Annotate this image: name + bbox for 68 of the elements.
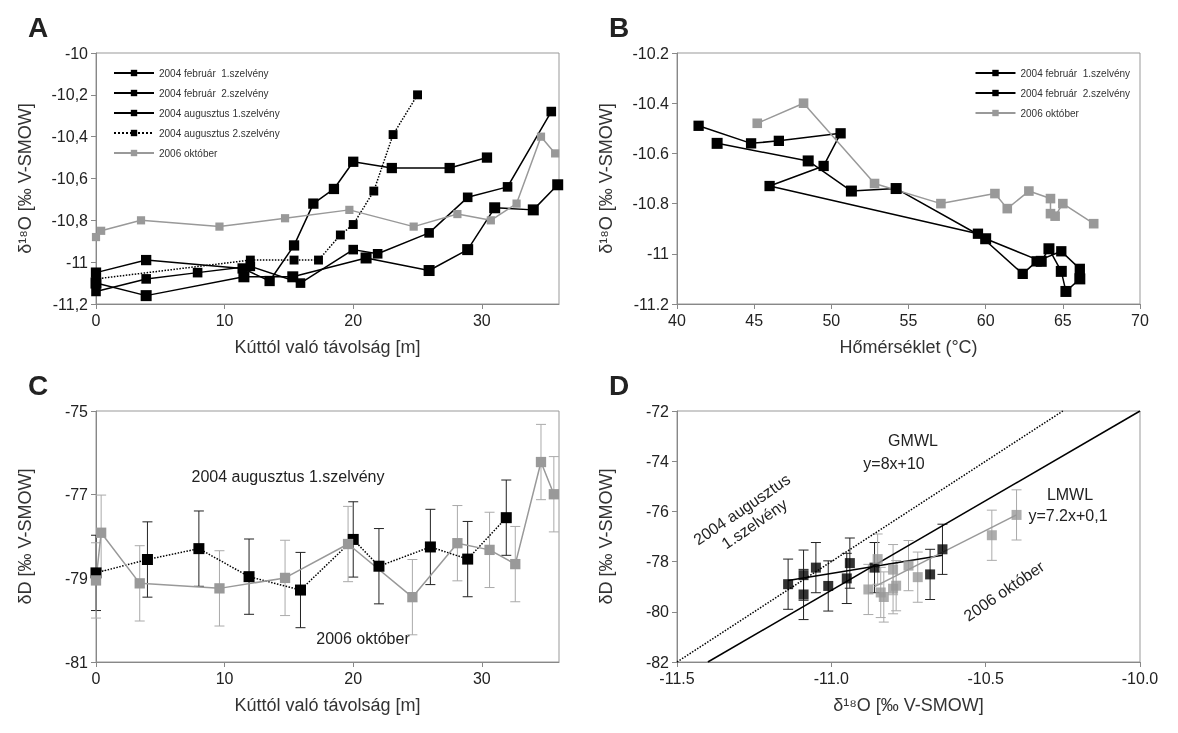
x-tick-label: 30 <box>472 669 491 687</box>
y-tick-label: -81 <box>64 653 89 671</box>
legend-label: 2004 február 2.szelvény <box>159 87 269 99</box>
x-tick-label: 0 <box>91 311 101 329</box>
legend-label: 2004 augusztus 1.szelvény <box>159 107 280 119</box>
legend-label: 2006 október <box>159 147 219 159</box>
y-tick-label: -74 <box>645 452 670 470</box>
x-tick-label: -10.0 <box>1121 669 1159 687</box>
x-axis-title: Hőmérséklet (°C) <box>839 337 978 357</box>
annotation: y=7.2x+0,1 <box>1028 506 1108 524</box>
y-tick-label: -10,4 <box>51 128 89 146</box>
y-axis-title: δD [‰ V-SMOW] <box>596 468 616 605</box>
y-tick-label: -77 <box>64 486 89 504</box>
legend-label: 2004 február 1.szelvény <box>1020 67 1130 79</box>
chart-title: A <box>28 11 49 43</box>
x-tick-label: 65 <box>1053 311 1072 329</box>
y-tick-label: -10.8 <box>632 195 670 213</box>
x-axis-title: δ¹⁸O [‰ V-SMOW] <box>833 695 984 715</box>
legend-label: 2004 február 1.szelvény <box>159 67 269 79</box>
x-tick-label: 40 <box>668 311 686 329</box>
legend-label: 2006 október <box>1020 107 1080 119</box>
legend-label: 2004 február 2.szelvény <box>1020 87 1130 99</box>
y-tick-label: -72 <box>645 402 670 420</box>
x-tick-label: 55 <box>899 311 918 329</box>
x-tick-label: 50 <box>822 311 841 329</box>
y-tick-label: -80 <box>645 603 670 621</box>
y-axis-title: δ¹⁸O [‰ V-SMOW] <box>596 103 616 254</box>
x-tick-label: 70 <box>1131 311 1149 329</box>
y-axis-title: δD [‰ V-SMOW] <box>15 468 35 605</box>
y-tick-label: -11 <box>66 253 89 271</box>
y-tick-label: -10,6 <box>51 170 89 187</box>
legend-label: 2004 augusztus 2.szelvény <box>159 127 280 139</box>
chart-title: C <box>28 369 49 401</box>
y-tick-label: -10.4 <box>632 94 670 112</box>
x-tick-label: 10 <box>215 669 234 687</box>
y-tick-label: -10,8 <box>51 211 89 229</box>
y-tick-label: -10,2 <box>51 86 89 104</box>
y-tick-label: -11 <box>647 245 670 263</box>
y-tick-label: -10.2 <box>632 44 670 62</box>
y-tick-label: -78 <box>645 553 670 571</box>
annotation: GMWL <box>888 431 938 449</box>
x-tick-label: 0 <box>91 669 101 687</box>
y-tick-label: -82 <box>645 653 670 671</box>
x-tick-label: 45 <box>745 311 764 329</box>
x-tick-label: 20 <box>344 669 363 687</box>
x-tick-label: -10.5 <box>967 669 1004 687</box>
x-tick-label: -11.0 <box>813 669 850 687</box>
annotation: LMWL <box>1046 485 1094 503</box>
y-tick-label: -10 <box>64 44 89 62</box>
chart-title: B <box>609 11 630 43</box>
x-tick-label: -11.5 <box>659 669 695 687</box>
x-axis-title: Kúttól való távolság [m] <box>234 695 421 715</box>
y-tick-label: -10.6 <box>632 144 670 162</box>
annotation: y=8x+10 <box>863 454 925 472</box>
annotation: 2006 október <box>316 629 411 647</box>
chart-title: D <box>609 369 630 401</box>
y-tick-label: -11,2 <box>52 295 89 313</box>
y-tick-label: -76 <box>645 502 670 520</box>
y-tick-label: -11.2 <box>633 295 670 313</box>
y-axis-title: δ¹⁸O [‰ V-SMOW] <box>15 103 35 254</box>
x-axis-title: Kúttól való távolság [m] <box>234 337 421 357</box>
y-tick-label: -75 <box>64 402 89 420</box>
annotation: 2004 augusztus 1.szelvény <box>191 467 385 485</box>
x-tick-label: 10 <box>215 311 234 329</box>
x-tick-label: 60 <box>976 311 995 329</box>
x-tick-label: 20 <box>344 311 363 329</box>
x-tick-label: 30 <box>472 311 491 329</box>
y-tick-label: -79 <box>64 569 89 587</box>
